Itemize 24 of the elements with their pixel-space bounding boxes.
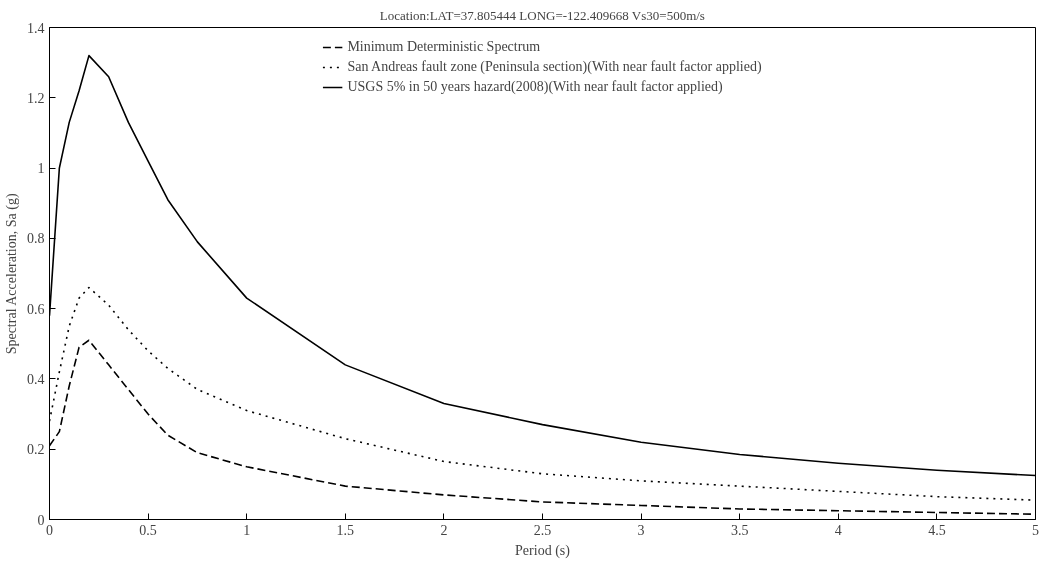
legend-label: USGS 5% in 50 years hazard(2008)(With near fault factor applied) [347, 79, 723, 95]
x-tick-label: 3 [637, 522, 645, 538]
y-tick-label: 0.2 [27, 442, 45, 458]
y-tick-label: 0.6 [27, 301, 45, 317]
x-tick-label: 2.5 [533, 522, 552, 538]
y-axis-title: Spectral Acceleration, Sa (g) [4, 193, 20, 355]
chart-title: Location:LAT=37.805444 LONG=-122.409668 Vs30=500m/s [379, 7, 705, 23]
x-tick-label: 0.5 [139, 522, 157, 538]
x-tick-label: 4.5 [928, 522, 946, 538]
x-tick-label: 2 [440, 522, 448, 538]
x-tick-label: 1.5 [336, 522, 355, 538]
legend-label: San Andreas fault zone (Peninsula section)(With near fault factor applied) [347, 59, 762, 75]
x-tick-label: 4 [834, 522, 842, 538]
y-tick-label: 0.8 [27, 231, 45, 247]
y-tick-label: 0 [37, 512, 45, 528]
x-tick-label: 1 [243, 522, 251, 538]
legend-label: Minimum Deterministic Spectrum [347, 39, 541, 55]
y-tick-label: 1 [37, 161, 45, 177]
x-tick-label: 5 [1032, 522, 1039, 538]
x-axis-title: Period (s) [515, 542, 571, 559]
y-tick-label: 1.2 [27, 90, 45, 106]
x-tick-label: 3.5 [730, 522, 749, 538]
y-tick-label: 1.4 [27, 20, 45, 36]
y-tick-label: 0.4 [27, 371, 45, 387]
